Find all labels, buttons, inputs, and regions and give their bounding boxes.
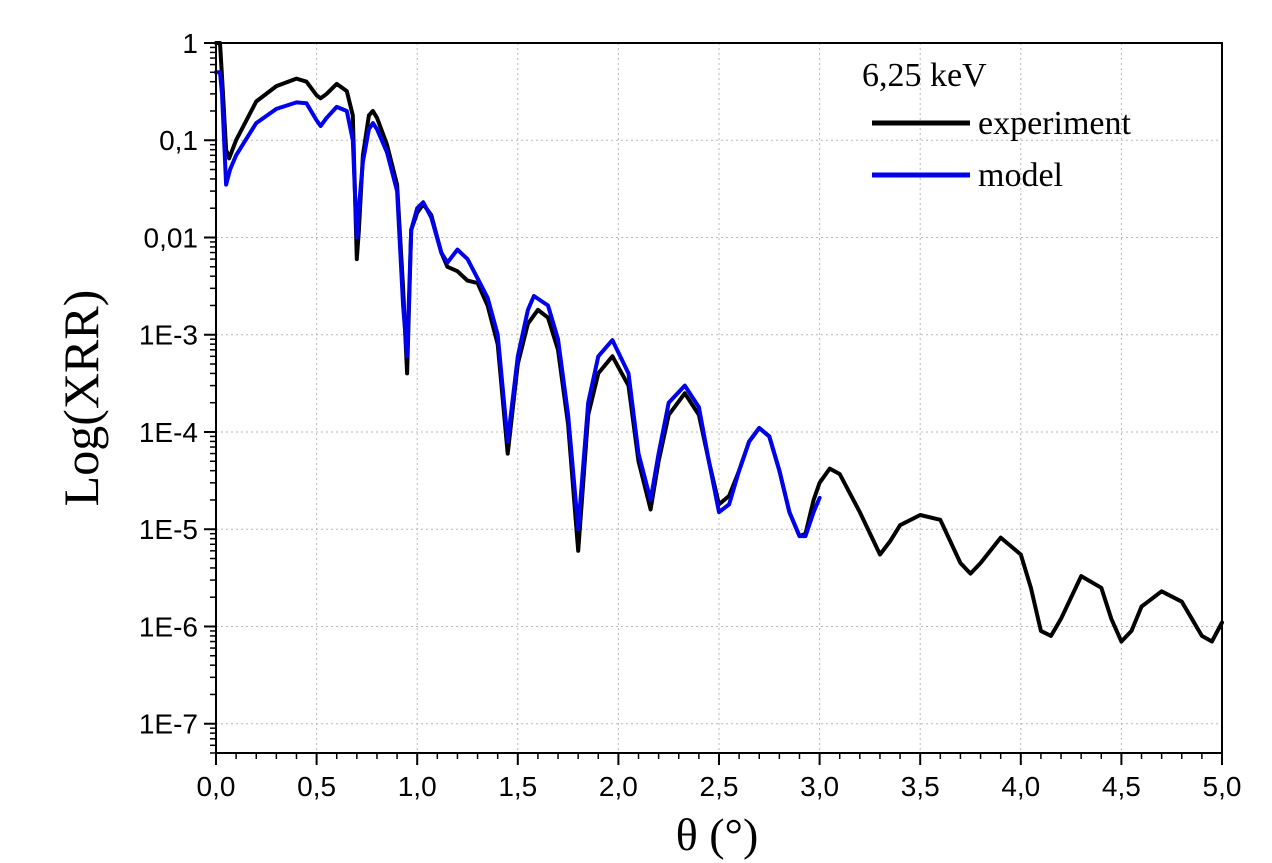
x-tick-label: 4,5 xyxy=(1102,771,1141,802)
x-tick-label: 0,5 xyxy=(297,771,336,802)
axis-ticks xyxy=(204,42,1223,765)
series-line-model xyxy=(214,70,822,539)
x-tick-label: 4,0 xyxy=(1001,771,1040,802)
y-tick-labels: 1 0,1 0,01 1E-3 1E-4 1E-5 1E-6 1E-7 xyxy=(139,28,198,740)
y-tick-label: 1E-4 xyxy=(139,417,198,448)
legend: 6,25 keV experiment model xyxy=(862,57,1131,194)
x-axis-title: θ (°) xyxy=(676,809,759,860)
x-tick-label: 1,0 xyxy=(398,771,437,802)
legend-items: experiment model xyxy=(872,105,1131,194)
x-tick-label: 3,0 xyxy=(800,771,839,802)
y-tick-label: 1 xyxy=(182,28,198,59)
legend-label-model: model xyxy=(978,157,1063,194)
x-tick-label: 2,5 xyxy=(700,771,739,802)
x-tick-label: 0,0 xyxy=(197,771,236,802)
y-tick-label: 1E-7 xyxy=(139,709,198,740)
y-tick-label: 1E-6 xyxy=(139,611,198,642)
grid xyxy=(216,43,1222,753)
y-tick-label: 0,1 xyxy=(159,125,198,156)
x-tick-label: 1,5 xyxy=(498,771,537,802)
y-tick-label: 0,01 xyxy=(144,222,199,253)
legend-label-experiment: experiment xyxy=(978,105,1131,142)
y-tick-label: 1E-5 xyxy=(139,514,198,545)
x-tick-label: 5,0 xyxy=(1203,771,1242,802)
x-tick-label: 2,0 xyxy=(599,771,638,802)
series-layer xyxy=(214,41,1224,644)
x-tick-labels: 0,0 0,5 1,0 1,5 2,0 2,5 3,0 3,5 4,0 4,5 5,0 xyxy=(197,771,1242,802)
legend-title: 6,25 keV xyxy=(862,57,987,94)
y-axis-title: Log(XRR) xyxy=(53,290,109,507)
x-tick-label: 3,5 xyxy=(901,771,940,802)
y-tick-label: 1E-3 xyxy=(139,320,198,351)
